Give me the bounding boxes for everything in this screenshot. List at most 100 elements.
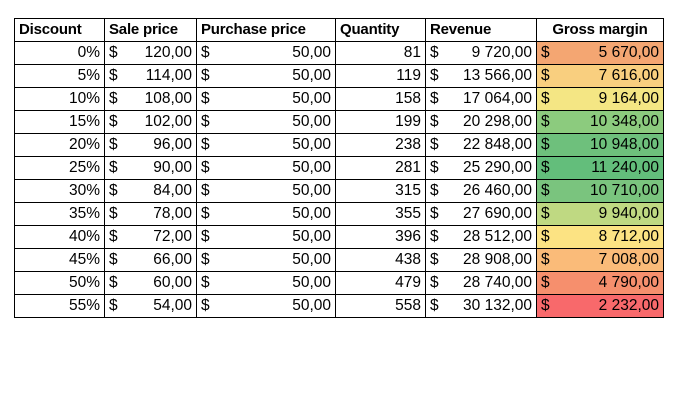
cell-discount[interactable]: 30% (14, 179, 105, 203)
cell-quantity[interactable]: 81 (335, 41, 426, 65)
cell-purchase-price[interactable]: $50,00 (196, 156, 336, 180)
table-row: 0% $120,00 $50,00 81 $9 720,00 $5 670,00 (14, 41, 664, 65)
cell-discount[interactable]: 55% (14, 294, 105, 318)
cell-gross-margin-content: $8 712,00 (541, 226, 659, 248)
cell-sale-price[interactable]: $108,00 (104, 87, 197, 111)
cell-revenue[interactable]: $28 512,00 (425, 225, 537, 249)
cell-revenue[interactable]: $27 690,00 (425, 202, 537, 226)
currency-symbol: $ (109, 159, 118, 176)
cell-quantity[interactable]: 479 (335, 271, 426, 295)
cell-gross-margin[interactable]: $10 348,00 (536, 110, 664, 134)
cell-gross-margin[interactable]: $4 790,00 (536, 271, 664, 295)
cell-gross-margin-value: 10 948,00 (590, 136, 659, 153)
header-quantity[interactable]: Quantity (335, 18, 426, 42)
cell-sale-price[interactable]: $72,00 (104, 225, 197, 249)
cell-quantity[interactable]: 558 (335, 294, 426, 318)
currency-symbol: $ (201, 182, 210, 199)
cell-sale-price[interactable]: $120,00 (104, 41, 197, 65)
cell-gross-margin[interactable]: $10 948,00 (536, 133, 664, 157)
currency-symbol: $ (201, 228, 210, 245)
cell-discount[interactable]: 20% (14, 133, 105, 157)
cell-gross-margin[interactable]: $11 240,00 (536, 156, 664, 180)
cell-gross-margin[interactable]: $10 710,00 (536, 179, 664, 203)
cell-quantity[interactable]: 238 (335, 133, 426, 157)
cell-purchase-price[interactable]: $50,00 (196, 179, 336, 203)
currency-symbol: $ (430, 251, 439, 268)
cell-gross-margin-content: $11 240,00 (541, 157, 659, 179)
cell-gross-margin-content: $9 164,00 (541, 88, 659, 110)
cell-purchase-price[interactable]: $50,00 (196, 110, 336, 134)
cell-discount[interactable]: 45% (14, 248, 105, 272)
cell-purchase-price[interactable]: $50,00 (196, 202, 336, 226)
cell-gross-margin[interactable]: $9 940,00 (536, 202, 664, 226)
cell-discount[interactable]: 35% (14, 202, 105, 226)
cell-revenue[interactable]: $22 848,00 (425, 133, 537, 157)
cell-quantity[interactable]: 281 (335, 156, 426, 180)
cell-gross-margin[interactable]: $2 232,00 (536, 294, 664, 318)
table-row: 50% $60,00 $50,00 479 $28 740,00 $4 790,00 (14, 271, 664, 295)
cell-purchase-price[interactable]: $50,00 (196, 294, 336, 318)
header-gross-margin[interactable]: Gross margin (536, 18, 664, 42)
cell-purchase-price[interactable]: $50,00 (196, 271, 336, 295)
cell-discount[interactable]: 25% (14, 156, 105, 180)
cell-revenue[interactable]: $25 290,00 (425, 156, 537, 180)
cell-gross-margin[interactable]: $5 670,00 (536, 41, 664, 65)
cell-gross-margin[interactable]: $7 008,00 (536, 248, 664, 272)
cell-sale-price[interactable]: $60,00 (104, 271, 197, 295)
cell-discount[interactable]: 10% (14, 87, 105, 111)
cell-quantity[interactable]: 158 (335, 87, 426, 111)
header-revenue[interactable]: Revenue (425, 18, 537, 42)
cell-gross-margin[interactable]: $7 616,00 (536, 64, 664, 88)
table-row: 5% $114,00 $50,00 119 $13 566,00 $7 616,00 (14, 64, 664, 88)
cell-sale-price-content: $66,00 (109, 249, 192, 271)
cell-quantity[interactable]: 315 (335, 179, 426, 203)
cell-gross-margin-value: 2 232,00 (598, 297, 659, 314)
cell-revenue[interactable]: $17 064,00 (425, 87, 537, 111)
cell-quantity[interactable]: 396 (335, 225, 426, 249)
cell-sale-price[interactable]: $66,00 (104, 248, 197, 272)
cell-revenue[interactable]: $20 298,00 (425, 110, 537, 134)
cell-sale-price[interactable]: $90,00 (104, 156, 197, 180)
header-discount[interactable]: Discount (14, 18, 105, 42)
cell-discount[interactable]: 50% (14, 271, 105, 295)
cell-gross-margin[interactable]: $9 164,00 (536, 87, 664, 111)
cell-gross-margin[interactable]: $8 712,00 (536, 225, 664, 249)
cell-purchase-price[interactable]: $50,00 (196, 87, 336, 111)
cell-purchase-price[interactable]: $50,00 (196, 133, 336, 157)
cell-sale-price[interactable]: $96,00 (104, 133, 197, 157)
cell-revenue[interactable]: $30 132,00 (425, 294, 537, 318)
currency-symbol: $ (201, 90, 210, 107)
currency-symbol: $ (430, 274, 439, 291)
cell-sale-price[interactable]: $114,00 (104, 64, 197, 88)
cell-purchase-price[interactable]: $50,00 (196, 248, 336, 272)
cell-discount[interactable]: 40% (14, 225, 105, 249)
cell-discount[interactable]: 15% (14, 110, 105, 134)
cell-revenue[interactable]: $28 740,00 (425, 271, 537, 295)
cell-purchase-price-content: $50,00 (201, 180, 331, 202)
cell-discount[interactable]: 5% (14, 64, 105, 88)
cell-sale-price[interactable]: $78,00 (104, 202, 197, 226)
cell-purchase-price[interactable]: $50,00 (196, 225, 336, 249)
cell-purchase-price[interactable]: $50,00 (196, 41, 336, 65)
currency-symbol: $ (109, 90, 118, 107)
cell-revenue[interactable]: $26 460,00 (425, 179, 537, 203)
cell-quantity[interactable]: 199 (335, 110, 426, 134)
header-sale-price[interactable]: Sale price (104, 18, 197, 42)
header-purchase-price[interactable]: Purchase price (196, 18, 336, 42)
cell-quantity[interactable]: 119 (335, 64, 426, 88)
cell-sale-price[interactable]: $54,00 (104, 294, 197, 318)
cell-revenue[interactable]: $13 566,00 (425, 64, 537, 88)
cell-revenue[interactable]: $9 720,00 (425, 41, 537, 65)
cell-revenue[interactable]: $28 908,00 (425, 248, 537, 272)
currency-symbol: $ (109, 182, 118, 199)
currency-symbol: $ (430, 182, 439, 199)
cell-sale-price[interactable]: $102,00 (104, 110, 197, 134)
table-row: 55% $54,00 $50,00 558 $30 132,00 $2 232,00 (14, 294, 664, 318)
cell-purchase-price[interactable]: $50,00 (196, 64, 336, 88)
cell-discount[interactable]: 0% (14, 41, 105, 65)
cell-quantity[interactable]: 438 (335, 248, 426, 272)
cell-revenue-value: 28 908,00 (463, 251, 532, 268)
cell-revenue-value: 13 566,00 (463, 67, 532, 84)
cell-quantity[interactable]: 355 (335, 202, 426, 226)
cell-sale-price[interactable]: $84,00 (104, 179, 197, 203)
